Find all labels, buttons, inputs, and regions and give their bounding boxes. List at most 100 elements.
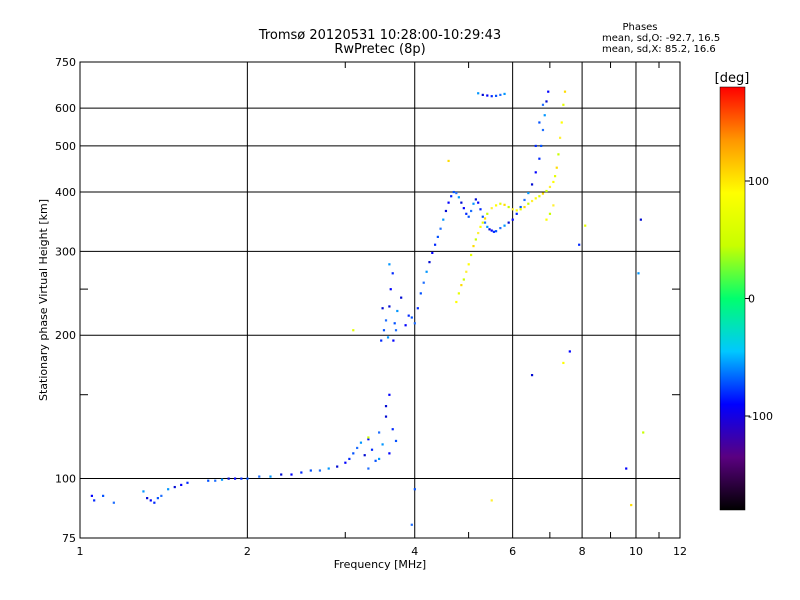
o-mode-point — [391, 428, 394, 431]
o-mode-point — [214, 479, 217, 482]
o-mode-point — [258, 475, 261, 478]
o-mode-point — [173, 485, 176, 489]
o-mode-point — [486, 225, 489, 228]
x-mode-point — [562, 103, 565, 106]
colorbar-tick-label: 0 — [748, 293, 755, 306]
o-mode-point — [460, 201, 463, 204]
o-mode-point — [388, 305, 391, 308]
o-mode-point — [490, 229, 493, 232]
x-tick-label: 8 — [579, 545, 586, 558]
x-mode-point — [558, 136, 562, 139]
o-mode-point — [527, 191, 530, 195]
o-mode-point — [382, 329, 386, 332]
o-mode-point — [356, 446, 359, 450]
o-mode-point — [419, 292, 422, 295]
x-mode-point — [490, 499, 493, 502]
o-mode-point — [386, 336, 390, 339]
y-tick-label: 75 — [62, 532, 76, 545]
x-mode-point — [503, 203, 506, 206]
x-mode-point — [455, 300, 458, 304]
o-mode-point — [503, 224, 506, 227]
stats-o-mode: mean, sd,O: -92.7, 16.5 — [602, 33, 721, 44]
o-mode-point — [344, 461, 347, 464]
colorbar-gradient — [719, 86, 746, 511]
o-mode-point — [436, 235, 439, 238]
o-mode-point — [541, 103, 545, 106]
stats-x-mode: mean, sd,X: 85.2, 16.6 — [602, 44, 716, 55]
o-mode-point — [410, 316, 413, 319]
y-tick-label: 100 — [55, 473, 76, 486]
o-mode-point — [431, 251, 434, 255]
o-mode-point — [486, 94, 489, 97]
o-mode-point — [499, 93, 502, 96]
o-mode-point — [637, 272, 640, 275]
o-mode-point — [391, 272, 394, 275]
o-mode-point — [413, 488, 416, 491]
y-tick-label: 500 — [55, 140, 76, 153]
o-mode-point — [578, 243, 581, 246]
y-tick-label: 300 — [55, 245, 76, 258]
o-mode-point — [479, 208, 482, 211]
x-tick-label: 10 — [629, 545, 643, 558]
o-mode-point — [280, 473, 283, 476]
o-mode-point — [400, 296, 403, 299]
y-tick-label: 200 — [55, 329, 76, 342]
x-mode-point — [552, 180, 555, 184]
o-mode-point — [186, 481, 189, 484]
o-mode-point — [428, 261, 431, 264]
x-mode-point — [367, 436, 370, 439]
o-mode-point — [389, 288, 392, 291]
x-mode-point — [538, 195, 541, 198]
o-mode-point — [381, 307, 384, 310]
o-mode-point — [407, 314, 410, 317]
o-mode-point — [370, 448, 374, 451]
o-mode-point — [625, 467, 628, 470]
o-mode-point — [467, 215, 470, 218]
o-mode-point — [142, 490, 145, 493]
o-mode-point — [483, 221, 487, 224]
o-mode-point — [388, 263, 391, 266]
o-mode-point — [167, 488, 170, 491]
o-mode-point — [393, 322, 396, 325]
o-mode-point — [455, 191, 458, 195]
x-mode-point — [474, 238, 477, 241]
o-mode-point — [318, 469, 322, 472]
stats-heading: Phases — [622, 22, 658, 33]
o-mode-point — [523, 198, 526, 202]
o-mode-point — [494, 94, 498, 97]
o-mode-point — [404, 324, 407, 327]
x-mode-point — [472, 244, 475, 248]
x-tick-label: 6 — [509, 545, 516, 558]
x-mode-point — [642, 431, 645, 434]
x-tick-label: 1 — [77, 545, 84, 558]
o-mode-point — [530, 374, 534, 377]
o-mode-point — [180, 483, 183, 487]
x-mode-point — [545, 218, 548, 221]
x-mode-point — [460, 284, 463, 287]
o-mode-point — [462, 207, 465, 210]
x-mode-point — [470, 253, 473, 257]
o-mode-point — [639, 218, 642, 221]
o-mode-point — [309, 469, 312, 472]
o-mode-point — [422, 281, 425, 284]
o-mode-point — [352, 452, 355, 455]
o-mode-point — [153, 501, 156, 504]
o-mode-point — [425, 270, 428, 273]
o-mode-point — [439, 227, 442, 230]
o-mode-point — [336, 465, 339, 468]
o-mode-point — [374, 459, 377, 462]
o-mode-point — [146, 497, 149, 500]
o-mode-point — [540, 144, 543, 148]
x-mode-point — [490, 207, 493, 210]
plot-frame — [79, 61, 681, 539]
o-mode-point — [367, 438, 370, 441]
o-mode-point — [488, 228, 491, 231]
x-tick-label: 2 — [244, 545, 251, 558]
x-mode-point — [562, 361, 565, 365]
o-mode-point — [416, 307, 419, 310]
o-mode-point — [269, 475, 272, 478]
o-mode-point — [90, 494, 93, 497]
o-mode-point — [490, 95, 493, 98]
o-mode-point — [413, 322, 416, 325]
